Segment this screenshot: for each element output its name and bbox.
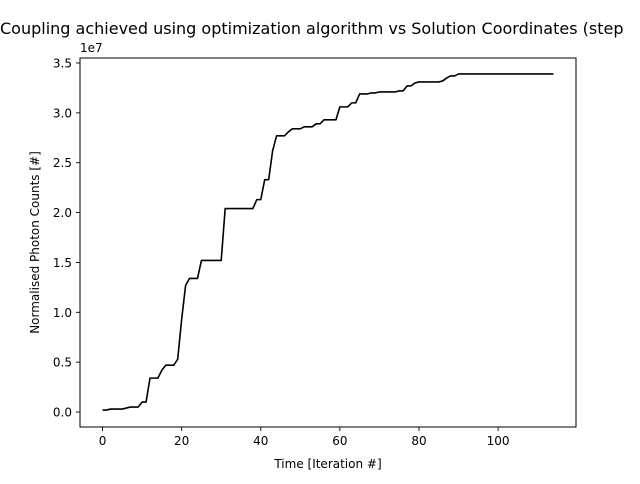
y-tick-label: 0.0 — [53, 406, 72, 420]
x-axis-label: Time [Iteration #] — [273, 457, 381, 471]
y-tick-label: 0.5 — [53, 356, 72, 370]
series-line — [102, 73, 554, 411]
x-axis-ticks: 0 20 40 60 80 100 — [99, 427, 510, 448]
series-layer — [102, 73, 554, 411]
y-tick-label: 3.5 — [53, 56, 72, 70]
x-tick-label: 0 — [99, 434, 107, 448]
x-tick-label: 60 — [332, 434, 347, 448]
y-tick-label: 1.0 — [53, 306, 72, 320]
y-axis-label: Normalised Photon Counts [#] — [28, 151, 42, 334]
y-tick-label: 1.5 — [53, 256, 72, 270]
y-offset-label: 1e7 — [80, 41, 103, 55]
y-tick-label: 2.5 — [53, 156, 72, 170]
chart-title: Coupling achieved using optimization alg… — [0, 19, 624, 38]
x-tick-label: 80 — [411, 434, 426, 448]
x-tick-label: 20 — [174, 434, 189, 448]
y-tick-label: 2.0 — [53, 206, 72, 220]
plot-frame — [79, 57, 577, 428]
y-tick-label: 3.0 — [53, 106, 72, 120]
y-axis-ticks: 0.0 0.5 1.0 1.5 2.0 2.5 3.0 3.5 — [53, 56, 80, 420]
x-tick-label: 100 — [487, 434, 510, 448]
x-tick-label: 40 — [253, 434, 268, 448]
